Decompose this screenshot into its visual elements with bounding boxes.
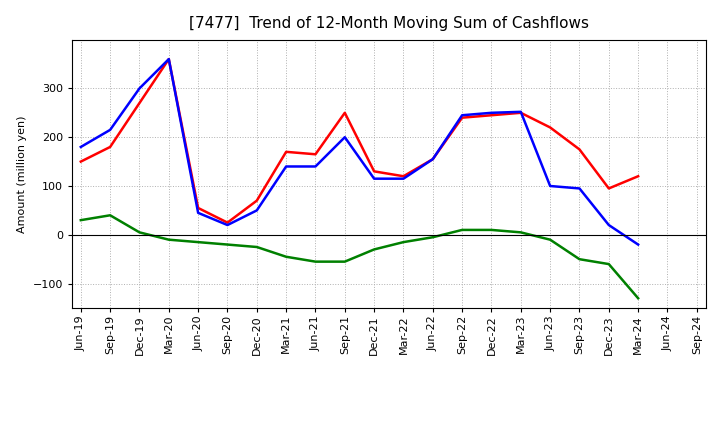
Free Cashflow (282, 164, 290, 169)
Investing Cashflow (634, 296, 642, 301)
Investing Cashflow (194, 239, 202, 245)
Operating Cashflow (575, 147, 584, 152)
Investing Cashflow (253, 244, 261, 249)
Investing Cashflow (282, 254, 290, 260)
Free Cashflow (253, 208, 261, 213)
Operating Cashflow (546, 125, 554, 130)
Operating Cashflow (428, 157, 437, 162)
Investing Cashflow (223, 242, 232, 247)
Free Cashflow (194, 210, 202, 216)
Free Cashflow (164, 56, 173, 62)
Free Cashflow (223, 222, 232, 227)
Operating Cashflow (106, 144, 114, 150)
Investing Cashflow (164, 237, 173, 242)
Line: Free Cashflow: Free Cashflow (81, 59, 638, 245)
Operating Cashflow (253, 198, 261, 203)
Investing Cashflow (605, 261, 613, 267)
Free Cashflow (311, 164, 320, 169)
Operating Cashflow (282, 149, 290, 154)
Investing Cashflow (428, 235, 437, 240)
Operating Cashflow (487, 113, 496, 118)
Operating Cashflow (223, 220, 232, 225)
Investing Cashflow (76, 217, 85, 223)
Line: Investing Cashflow: Investing Cashflow (81, 215, 638, 298)
Operating Cashflow (311, 152, 320, 157)
Free Cashflow (487, 110, 496, 115)
Free Cashflow (341, 135, 349, 140)
Investing Cashflow (106, 213, 114, 218)
Investing Cashflow (135, 230, 144, 235)
Investing Cashflow (370, 247, 379, 252)
Free Cashflow (605, 222, 613, 227)
Investing Cashflow (341, 259, 349, 264)
Operating Cashflow (194, 205, 202, 211)
Operating Cashflow (76, 159, 85, 164)
Investing Cashflow (546, 237, 554, 242)
Free Cashflow (106, 127, 114, 132)
Investing Cashflow (575, 257, 584, 262)
Investing Cashflow (311, 259, 320, 264)
Free Cashflow (575, 186, 584, 191)
Free Cashflow (516, 109, 525, 114)
Free Cashflow (546, 183, 554, 189)
Operating Cashflow (516, 110, 525, 115)
Free Cashflow (458, 113, 467, 118)
Operating Cashflow (164, 56, 173, 62)
Operating Cashflow (605, 186, 613, 191)
Free Cashflow (399, 176, 408, 181)
Y-axis label: Amount (million yen): Amount (million yen) (17, 115, 27, 233)
Free Cashflow (370, 176, 379, 181)
Title: [7477]  Trend of 12-Month Moving Sum of Cashflows: [7477] Trend of 12-Month Moving Sum of C… (189, 16, 589, 32)
Free Cashflow (428, 157, 437, 162)
Free Cashflow (634, 242, 642, 247)
Operating Cashflow (634, 174, 642, 179)
Operating Cashflow (135, 100, 144, 106)
Operating Cashflow (399, 174, 408, 179)
Investing Cashflow (458, 227, 467, 233)
Free Cashflow (76, 144, 85, 150)
Operating Cashflow (458, 115, 467, 120)
Line: Operating Cashflow: Operating Cashflow (81, 59, 638, 223)
Free Cashflow (135, 86, 144, 91)
Operating Cashflow (370, 169, 379, 174)
Investing Cashflow (487, 227, 496, 233)
Investing Cashflow (399, 239, 408, 245)
Operating Cashflow (341, 110, 349, 115)
Investing Cashflow (516, 230, 525, 235)
